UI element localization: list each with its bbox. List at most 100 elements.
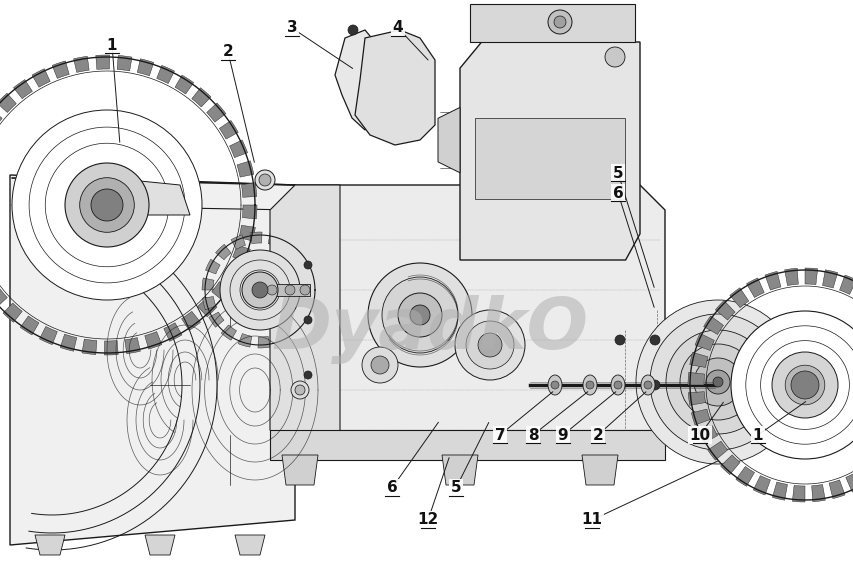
Circle shape (554, 16, 566, 28)
Polygon shape (52, 61, 69, 78)
Circle shape (65, 163, 148, 247)
Circle shape (771, 352, 837, 418)
Circle shape (397, 293, 442, 337)
Polygon shape (219, 121, 238, 139)
Text: DyadkO: DyadkO (271, 296, 588, 365)
Polygon shape (305, 290, 317, 302)
Circle shape (285, 285, 294, 295)
Polygon shape (164, 323, 182, 342)
Polygon shape (474, 118, 624, 199)
Circle shape (643, 381, 651, 389)
Polygon shape (202, 297, 216, 310)
Circle shape (784, 365, 824, 405)
Circle shape (604, 47, 624, 67)
Polygon shape (130, 180, 189, 215)
Polygon shape (223, 264, 242, 282)
Ellipse shape (583, 375, 596, 395)
Circle shape (635, 300, 799, 464)
Polygon shape (355, 30, 434, 145)
Polygon shape (288, 320, 304, 336)
Polygon shape (270, 185, 339, 455)
Circle shape (614, 335, 624, 345)
Polygon shape (202, 278, 214, 290)
Text: 6: 6 (386, 481, 397, 496)
Circle shape (712, 377, 722, 387)
Polygon shape (304, 270, 317, 283)
Polygon shape (182, 311, 200, 331)
Polygon shape (145, 535, 175, 555)
Text: 2: 2 (592, 427, 603, 443)
Polygon shape (212, 282, 230, 301)
Polygon shape (715, 301, 734, 320)
Polygon shape (35, 535, 65, 555)
Text: 5: 5 (450, 481, 461, 496)
Polygon shape (707, 441, 727, 460)
Polygon shape (746, 278, 763, 297)
Polygon shape (703, 316, 722, 335)
Circle shape (730, 311, 853, 459)
Polygon shape (238, 334, 252, 347)
Polygon shape (104, 340, 118, 355)
Polygon shape (0, 109, 3, 128)
Polygon shape (208, 312, 223, 327)
Text: 3: 3 (287, 21, 297, 36)
Polygon shape (581, 455, 618, 485)
Circle shape (409, 305, 430, 325)
Polygon shape (197, 297, 217, 317)
Circle shape (299, 285, 310, 295)
Circle shape (304, 261, 311, 269)
Text: 11: 11 (581, 512, 602, 527)
Text: 9: 9 (557, 427, 567, 443)
Text: 5: 5 (612, 166, 623, 181)
Polygon shape (442, 455, 478, 485)
Circle shape (304, 371, 311, 379)
Polygon shape (438, 108, 460, 173)
Polygon shape (735, 466, 753, 486)
Text: 7: 7 (494, 427, 505, 443)
Circle shape (304, 316, 311, 324)
Circle shape (548, 10, 572, 34)
Polygon shape (268, 233, 281, 247)
Circle shape (614, 380, 624, 390)
Circle shape (12, 110, 202, 300)
Polygon shape (144, 332, 161, 349)
Polygon shape (229, 140, 247, 158)
Polygon shape (299, 306, 314, 321)
Polygon shape (3, 303, 22, 322)
Circle shape (705, 370, 729, 394)
Polygon shape (688, 392, 705, 405)
Polygon shape (460, 42, 639, 260)
Circle shape (291, 381, 309, 399)
Circle shape (455, 310, 525, 380)
Circle shape (241, 272, 278, 308)
Polygon shape (241, 183, 257, 197)
Polygon shape (270, 185, 664, 455)
Polygon shape (206, 103, 226, 122)
Polygon shape (230, 235, 245, 250)
Circle shape (255, 170, 275, 190)
Polygon shape (810, 485, 824, 502)
Circle shape (381, 277, 457, 353)
Polygon shape (784, 269, 798, 286)
Ellipse shape (641, 375, 654, 395)
Circle shape (79, 178, 134, 232)
Polygon shape (14, 79, 32, 99)
Circle shape (91, 189, 123, 221)
Polygon shape (82, 339, 96, 355)
Polygon shape (688, 373, 704, 385)
Polygon shape (39, 327, 57, 344)
Polygon shape (236, 161, 253, 177)
Text: 4: 4 (392, 21, 403, 36)
Text: 1: 1 (107, 37, 117, 52)
Circle shape (649, 335, 659, 345)
Polygon shape (192, 88, 211, 107)
Polygon shape (792, 485, 804, 502)
Polygon shape (0, 288, 8, 307)
Circle shape (665, 330, 769, 434)
Polygon shape (0, 93, 16, 113)
Polygon shape (697, 426, 717, 443)
Polygon shape (235, 535, 264, 555)
Polygon shape (258, 336, 270, 348)
Polygon shape (239, 225, 255, 241)
Polygon shape (828, 480, 844, 499)
